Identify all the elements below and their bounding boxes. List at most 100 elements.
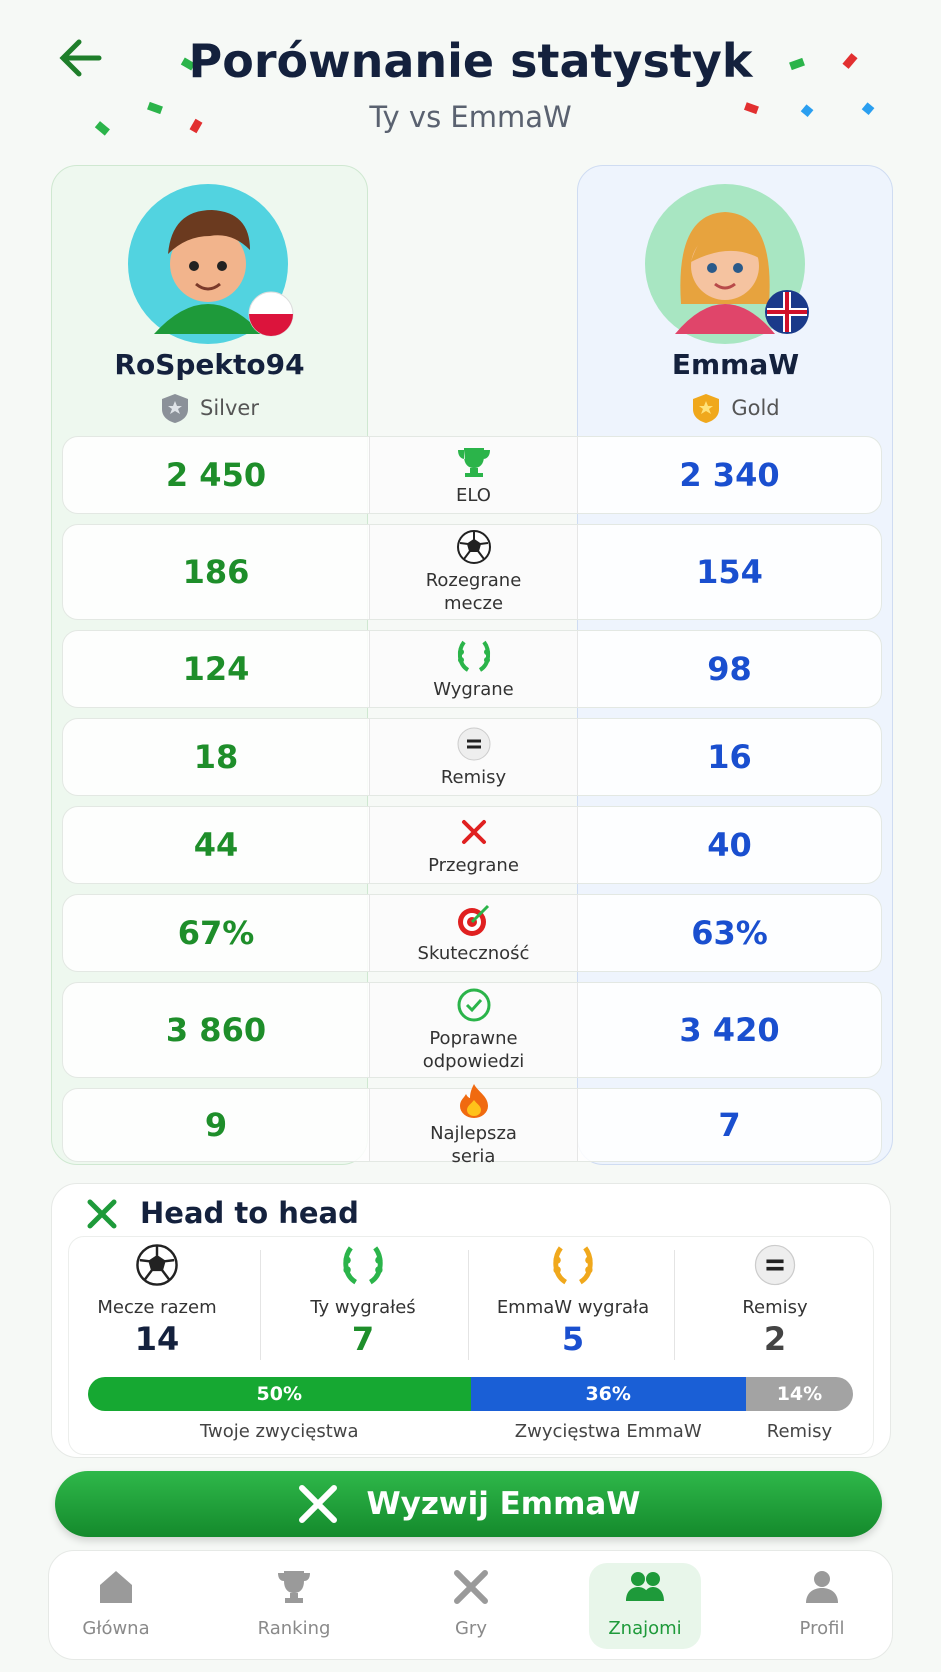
bar-legend: Twoje zwycięstwa	[199, 1421, 359, 1442]
back-button[interactable]	[55, 38, 105, 78]
player-value: 18	[193, 738, 239, 776]
stat-icon	[456, 444, 492, 480]
opponent-rank: Gold	[577, 392, 894, 424]
challenge-button[interactable]: Wyzwij EmmaW	[55, 1471, 882, 1537]
stat-label: Wygrane	[433, 678, 514, 700]
nav-icon	[272, 1567, 316, 1612]
h2h-value: 2	[763, 1320, 787, 1358]
opponent-name: EmmaW	[671, 348, 800, 381]
rank-label: Silver	[200, 396, 259, 420]
divider	[260, 1250, 261, 1360]
stat-label-cell: Remisy	[369, 719, 578, 795]
stat-label: Remisy	[440, 766, 507, 788]
stat-label: Poprawne odpowiedzi	[422, 1028, 525, 1072]
opponent-value: 16	[707, 738, 752, 776]
opponent-value: 3 420	[679, 1011, 780, 1049]
bar-segment: 14%	[745, 1377, 853, 1411]
nav-label: Ranking	[257, 1618, 331, 1639]
player-value: 67%	[177, 914, 255, 952]
nav-label: Główna	[82, 1618, 150, 1639]
bar-label: 36%	[585, 1383, 631, 1405]
stat-row: 67% Skuteczność 63%	[62, 894, 882, 972]
head-to-head-box	[68, 1236, 874, 1455]
h2h-stat: Ty wygrałeś 7	[263, 1243, 463, 1358]
h2h-icon	[473, 1243, 673, 1291]
head-to-head-card	[51, 1183, 891, 1458]
result-bar: 50% Twoje zwycięstwa 36% Zwycięstwa EmmaW 14…	[88, 1377, 853, 1457]
bar-legend: Zwycięstwa EmmaW	[514, 1421, 702, 1442]
h2h-value: 5	[561, 1320, 585, 1358]
player-value: 9	[204, 1106, 228, 1144]
h2h-label: Remisy	[742, 1297, 808, 1318]
stat-icon	[456, 1082, 492, 1118]
stat-row: 9 Najlepsza seria 7	[62, 1084, 882, 1167]
nav-item[interactable]: Znajomi	[589, 1563, 701, 1649]
stat-icon	[456, 814, 492, 850]
nav-item[interactable]: Ranking	[239, 1563, 349, 1649]
nav-icon	[800, 1567, 844, 1612]
stat-row: 3 860 Poprawne odpowiedzi 3 420	[62, 982, 882, 1078]
stat-row: 186 Rozegrane mecze 154	[62, 524, 882, 620]
nav-icon	[449, 1567, 493, 1612]
h2h-stat: Mecze razem 14	[57, 1243, 257, 1358]
h2h-label: Mecze razem	[97, 1297, 217, 1318]
h2h-value: 14	[134, 1320, 180, 1358]
section-title: Head to head	[140, 1196, 359, 1230]
stat-label-cell: Przegrane	[369, 807, 578, 883]
h2h-icon	[57, 1243, 257, 1291]
stat-label: Skuteczność	[417, 942, 530, 964]
opponent-value: 154	[696, 553, 763, 591]
rank-label: Gold	[731, 396, 780, 420]
player-rank: Silver	[51, 392, 368, 424]
stat-icon	[456, 902, 492, 938]
opponent-avatar	[645, 184, 809, 344]
opponent-value: 98	[707, 650, 752, 688]
opponent-value: 2 340	[679, 456, 780, 494]
h2h-label: Ty wygrałeś	[310, 1297, 416, 1318]
opponent-value: 40	[707, 826, 752, 864]
h2h-value: 7	[351, 1320, 375, 1358]
bar-label: 50%	[256, 1383, 302, 1405]
opponent-value: 63%	[691, 914, 768, 952]
nav-item[interactable]: Profil	[767, 1563, 877, 1649]
nav-label: Znajomi	[608, 1618, 682, 1639]
title: Porównanie statystyk	[188, 34, 753, 88]
stat-icon	[456, 726, 492, 762]
bottom-nav	[48, 1550, 893, 1660]
stat-icon	[456, 638, 492, 674]
stat-row: 124 Wygrane 98	[62, 630, 882, 708]
stat-label-cell: Poprawne odpowiedzi	[369, 983, 578, 1077]
nav-item[interactable]: Główna	[61, 1563, 171, 1649]
stat-icon	[456, 987, 492, 1023]
stat-row: 44 Przegrane 40	[62, 806, 882, 884]
h2h-stat: EmmaW wygrała 5	[473, 1243, 673, 1358]
player-value: 186	[182, 553, 250, 591]
swords-icon	[87, 1199, 117, 1229]
h2h-icon	[263, 1243, 463, 1291]
stat-row: 18 Remisy 16	[62, 718, 882, 796]
stat-label: ELO	[456, 484, 491, 506]
nav-label: Gry	[454, 1618, 487, 1639]
opponent-value: 7	[718, 1106, 741, 1144]
player-value: 2 450	[165, 456, 267, 494]
stat-label: Najlepsza seria	[430, 1123, 517, 1167]
player-name: RoSpekto94	[114, 348, 305, 381]
stat-label-cell: Rozegrane mecze	[369, 525, 578, 619]
nav-icon	[94, 1567, 138, 1612]
bar-segment: 36%	[470, 1377, 746, 1411]
button-label: Wyzwij EmmaW	[366, 1486, 641, 1522]
stat-label-cell: ELO	[369, 437, 578, 513]
h2h-stat: Remisy 2	[675, 1243, 875, 1358]
player-value: 124	[182, 650, 250, 688]
stat-label: Przegrane	[428, 854, 519, 876]
divider	[468, 1250, 469, 1360]
nav-icon	[623, 1567, 667, 1612]
stat-icon	[456, 529, 492, 565]
stat-row: 2 450 ELO 2 340	[62, 436, 882, 514]
stat-label-cell: Najlepsza seria	[369, 1084, 578, 1167]
nav-item[interactable]: Gry	[416, 1563, 526, 1649]
bar-legend: Remisy	[766, 1421, 833, 1442]
subtitle: Ty vs EmmaW	[369, 100, 572, 134]
confetti	[94, 53, 875, 136]
